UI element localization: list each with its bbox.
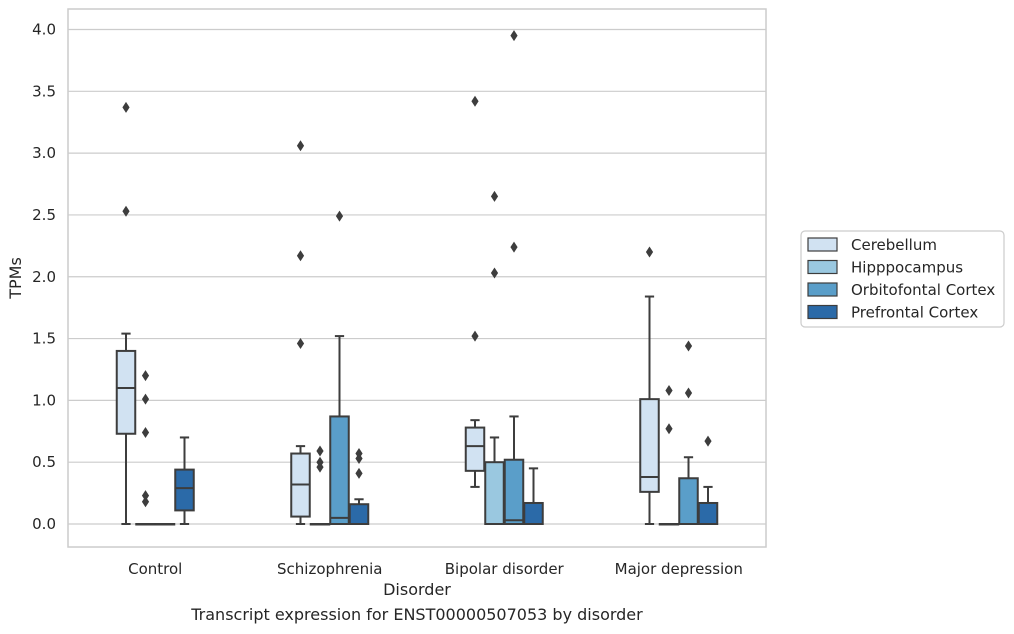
y-tick-label: 4.0 bbox=[32, 21, 56, 39]
outlier-point bbox=[665, 384, 673, 396]
box-iqr bbox=[464, 426, 486, 472]
outlier-point bbox=[490, 190, 499, 202]
x-axis-label: Disorder bbox=[383, 580, 451, 599]
legend-label: Hipppocampus bbox=[851, 259, 963, 277]
outlier-point bbox=[355, 467, 363, 479]
legend-label: Cerebellum bbox=[851, 236, 937, 254]
box-hipppocampus bbox=[484, 190, 505, 525]
x-tick-label: Major depression bbox=[615, 560, 743, 578]
outlier-point bbox=[471, 330, 479, 342]
legend-label: Prefrontal Cortex bbox=[851, 304, 978, 322]
y-tick-label: 1.0 bbox=[32, 391, 56, 409]
box-hipppocampus bbox=[309, 445, 331, 526]
box-iqr bbox=[484, 461, 505, 525]
y-tick-label: 0.5 bbox=[32, 453, 56, 471]
box-iqr bbox=[678, 477, 699, 526]
outlier-point bbox=[141, 393, 150, 405]
outlier-point bbox=[490, 267, 499, 279]
legend-frame bbox=[800, 230, 1005, 328]
legend-swatch bbox=[807, 282, 838, 297]
outlier-point bbox=[335, 210, 344, 222]
outlier-point bbox=[684, 387, 693, 399]
y-tick-label: 2.5 bbox=[32, 206, 56, 224]
box-iqr bbox=[348, 503, 370, 526]
y-axis-label: TPMs bbox=[6, 257, 25, 300]
outlier-point bbox=[141, 496, 150, 508]
y-tick-label: 3.0 bbox=[32, 144, 56, 162]
y-tick-label: 3.5 bbox=[32, 82, 56, 100]
box-groups bbox=[115, 30, 719, 526]
box-iqr bbox=[523, 501, 544, 526]
grid-lines bbox=[68, 28, 766, 525]
box-iqr bbox=[174, 468, 195, 512]
legend-swatch bbox=[807, 259, 838, 275]
box-prefrontal-cortex bbox=[697, 435, 719, 526]
outlier-point bbox=[355, 448, 363, 460]
box-orbitofontal-cortex bbox=[329, 210, 350, 526]
outlier-point bbox=[645, 246, 654, 258]
outlier-point bbox=[141, 370, 150, 382]
figure-caption: Transcript expression for ENST0000050705… bbox=[191, 605, 643, 624]
x-tick-labels: Control Schizophrenia Bipolar disorder Majo… bbox=[128, 560, 743, 578]
outlier-point bbox=[122, 101, 130, 113]
box-iqr bbox=[697, 501, 719, 526]
outlier-point bbox=[704, 435, 712, 447]
box-hipppocampus bbox=[135, 370, 156, 526]
legend-swatch bbox=[807, 304, 838, 320]
box-orbitofontal-cortex bbox=[503, 30, 525, 525]
outlier-point bbox=[141, 490, 150, 502]
outlier-point bbox=[510, 241, 518, 253]
box-orbitofontal-cortex bbox=[678, 340, 699, 526]
outlier-point bbox=[141, 427, 150, 439]
y-tick-label: 2.0 bbox=[32, 268, 56, 286]
outlier-point bbox=[296, 250, 305, 262]
x-tick-label: Schizophrenia bbox=[277, 560, 382, 578]
y-tick-label: 1.5 bbox=[32, 330, 56, 348]
box-prefrontal-cortex bbox=[174, 436, 195, 525]
outlier-point bbox=[296, 140, 305, 152]
box-hipppocampus bbox=[658, 384, 680, 526]
box-prefrontal-cortex bbox=[348, 448, 370, 526]
legend-label: Orbitofontal Cortex bbox=[851, 281, 995, 299]
box-cerebellum bbox=[290, 140, 311, 525]
plot-frame bbox=[67, 8, 767, 548]
box-iqr bbox=[329, 415, 350, 526]
outlier-point bbox=[684, 340, 693, 352]
legend: Cerebellum Hipppocampus Orbitofontal Corte… bbox=[800, 230, 1005, 328]
outlier-point bbox=[665, 423, 673, 435]
box-iqr bbox=[639, 398, 660, 493]
box-cerebellum bbox=[115, 101, 137, 525]
box-iqr bbox=[115, 349, 137, 435]
legend-swatch bbox=[807, 237, 838, 252]
x-tick-label: Bipolar disorder bbox=[445, 560, 565, 578]
box-cerebellum bbox=[639, 246, 660, 525]
outlier-point bbox=[122, 205, 130, 217]
y-tick-labels: 0.0 0.5 1.0 1.5 2.0 2.5 3.0 3.5 4.0 bbox=[32, 21, 56, 534]
box-orbitofontal-cortex bbox=[154, 523, 176, 526]
x-tick-label: Control bbox=[128, 560, 182, 578]
outlier-point bbox=[296, 338, 305, 350]
outlier-point bbox=[316, 456, 324, 468]
outlier-point bbox=[510, 30, 518, 42]
outlier-point bbox=[471, 95, 479, 107]
box-iqr bbox=[503, 458, 525, 525]
outlier-point bbox=[316, 445, 324, 457]
box-prefrontal-cortex bbox=[523, 467, 544, 526]
box-cerebellum bbox=[464, 95, 486, 488]
y-tick-label: 0.0 bbox=[32, 515, 56, 533]
